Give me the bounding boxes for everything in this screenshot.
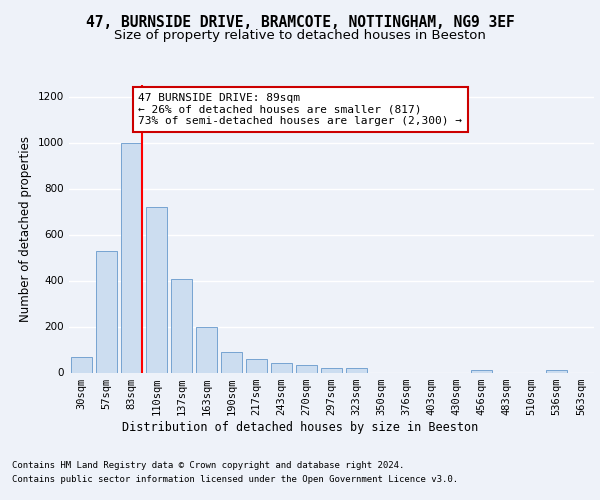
Y-axis label: Number of detached properties: Number of detached properties <box>19 136 32 322</box>
Text: Contains HM Land Registry data © Crown copyright and database right 2024.: Contains HM Land Registry data © Crown c… <box>12 462 404 470</box>
Text: Size of property relative to detached houses in Beeston: Size of property relative to detached ho… <box>114 30 486 43</box>
Bar <box>346 368 367 372</box>
Bar <box>546 370 567 372</box>
Text: Distribution of detached houses by size in Beeston: Distribution of detached houses by size … <box>122 421 478 434</box>
Bar <box>271 363 292 372</box>
Bar <box>221 352 242 372</box>
Bar <box>471 370 492 372</box>
Bar <box>321 368 342 372</box>
Bar <box>246 358 267 372</box>
Text: Contains public sector information licensed under the Open Government Licence v3: Contains public sector information licen… <box>12 476 458 484</box>
Bar <box>71 357 92 372</box>
Bar <box>296 365 317 372</box>
Text: 47, BURNSIDE DRIVE, BRAMCOTE, NOTTINGHAM, NG9 3EF: 47, BURNSIDE DRIVE, BRAMCOTE, NOTTINGHAM… <box>86 15 514 30</box>
Bar <box>196 327 217 372</box>
Bar <box>96 251 117 372</box>
Text: 47 BURNSIDE DRIVE: 89sqm
← 26% of detached houses are smaller (817)
73% of semi-: 47 BURNSIDE DRIVE: 89sqm ← 26% of detach… <box>139 93 463 126</box>
Bar <box>121 142 142 372</box>
Bar <box>146 207 167 372</box>
Bar <box>171 278 192 372</box>
